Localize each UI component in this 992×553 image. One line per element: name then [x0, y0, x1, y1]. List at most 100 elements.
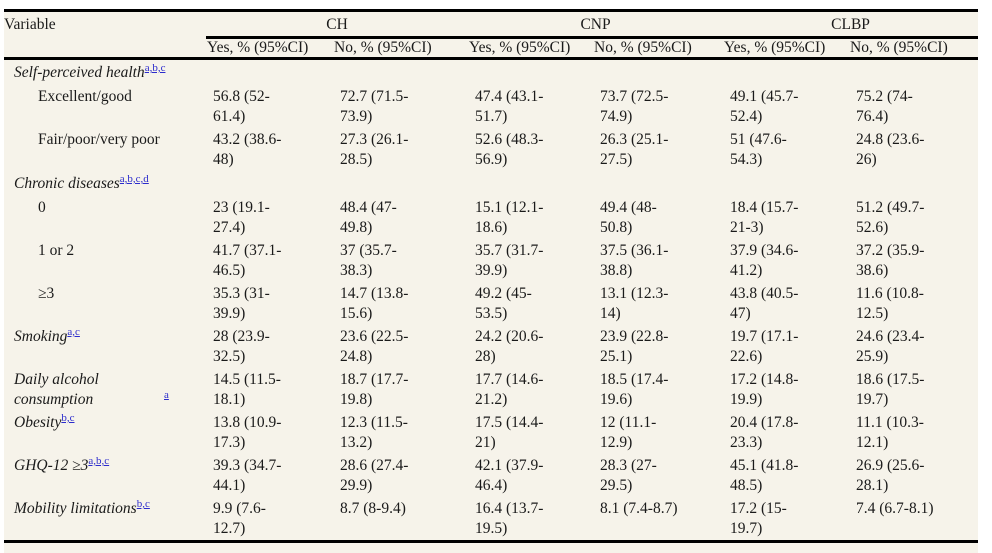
row-label: 1 or 2 — [38, 242, 75, 259]
cell: 52.6 (48.3-56.9) — [475, 131, 544, 168]
cell-empty — [206, 59, 333, 86]
table-row-zero-diseases: 0 23 (19.1-27.4) 48.4 (47-49.8) 15.1 (12… — [4, 196, 978, 239]
cell: 18.5 (17.4-19.6) — [600, 371, 669, 408]
cell-empty — [206, 171, 333, 196]
row-label: Chronic diseases — [14, 175, 120, 192]
cell: 18.6 (17.5-19.7) — [856, 371, 925, 408]
cell: 13.1 (12.3-14) — [600, 285, 669, 322]
cell: 75.2 (74-76.4) — [856, 88, 913, 125]
cell: 17.7 (14.6-21.2) — [475, 371, 544, 408]
variable-column-header: Variable — [4, 10, 206, 60]
row-label: 0 — [38, 199, 46, 216]
row-label: Excellent/good — [38, 88, 132, 105]
table-row-mobility-limitations: Mobility limitationsb,c 9.9 (7.6-12.7) 8… — [4, 497, 978, 542]
table-row-excellent-good: Excellent/good 56.8 (52-61.4) 72.7 (71.5… — [4, 85, 978, 128]
cell: 16.4 (13.7-19.5) — [475, 500, 544, 537]
cell: 35.7 (31.7-39.9) — [475, 242, 544, 279]
cell: 18.7 (17.7-19.8) — [340, 371, 409, 408]
cell: 18.4 (15.7-21-3) — [730, 199, 799, 236]
col-header-cnp-no: No, % (95%CI) — [593, 37, 724, 60]
row-label: Self-perceived health — [14, 64, 145, 81]
table-row-three-plus-diseases: ≥3 35.3 (31-39.9) 14.7 (13.8-15.6) 49.2 … — [4, 282, 978, 325]
cell: 8.7 (8-9.4) — [340, 500, 406, 517]
footnote-link[interactable]: a — [164, 388, 169, 401]
cell: 8.1 (7.4-8.7) — [600, 500, 678, 517]
table-row-self-perceived-health: Self-perceived healtha,b,c — [4, 59, 978, 86]
cell: 11.1 (10.3-12.1) — [856, 414, 924, 451]
cell: 9.9 (7.6-12.7) — [213, 500, 266, 537]
health-variables-table: Variable CH CNP CLBP Yes, % (95%CI) No, … — [4, 9, 979, 543]
cell: 41.7 (37.1-46.5) — [213, 242, 282, 279]
cell: 7.4 (6.7-8.1) — [856, 500, 934, 517]
cell: 45.1 (41.8-48.5) — [730, 457, 799, 494]
footnote-link[interactable]: a,b,c,d — [119, 172, 149, 185]
cell: 23 (19.1-27.4) — [213, 199, 270, 236]
table-row-smoking: Smokinga,c 28 (23.9-32.5) 23.6 (22.5-24.… — [4, 325, 978, 368]
cell: 28 (23.9-32.5) — [213, 328, 270, 365]
table-row-daily-alcohol: Daily alcohol consumption a 14.5 (11.5-18… — [4, 368, 978, 411]
cell: 23.6 (22.5-24.8) — [340, 328, 409, 365]
cell-empty — [723, 171, 849, 196]
group-header-ch: CH — [206, 10, 469, 39]
col-header-cnp-yes: Yes, % (95%CI) — [468, 37, 594, 60]
footnote-link[interactable]: a,b,c — [144, 61, 166, 74]
cell: 37.5 (36.1-38.8) — [600, 242, 669, 279]
cell-empty — [849, 171, 978, 196]
cell: 37 (35.7-38.3) — [340, 242, 397, 279]
table-row-chronic-diseases: Chronic diseasesa,b,c,d — [4, 171, 978, 196]
cell: 13.8 (10.9-17.3) — [213, 414, 282, 451]
row-label: Fair/poor/very poor — [38, 131, 160, 148]
col-header-clbp-no: No, % (95%CI) — [849, 37, 979, 60]
cell-empty — [849, 59, 978, 86]
table-row-one-or-two-diseases: 1 or 2 41.7 (37.1-46.5) 37 (35.7-38.3) 3… — [4, 239, 978, 282]
cell: 48.4 (47-49.8) — [340, 199, 397, 236]
cell: 24.2 (20.6-28) — [475, 328, 544, 365]
group-header-clbp: CLBP — [723, 10, 979, 39]
cell: 47.4 (43.1-51.7) — [475, 88, 544, 125]
cell: 56.8 (52-61.4) — [213, 88, 270, 125]
cell: 17.5 (14.4-21) — [475, 414, 544, 451]
cell: 43.2 (38.6-48) — [213, 131, 282, 168]
col-header-ch-yes: Yes, % (95%CI) — [206, 37, 333, 60]
cell: 24.8 (23.6-26) — [856, 131, 925, 168]
row-label: Smoking — [14, 328, 68, 345]
cell: 49.1 (45.7-52.4) — [730, 88, 799, 125]
cell: 23.9 (22.8-25.1) — [600, 328, 669, 365]
cell-empty — [593, 59, 723, 86]
cell: 49.4 (48-50.8) — [600, 199, 657, 236]
cell: 15.1 (12.1-18.6) — [475, 199, 544, 236]
cell-empty — [593, 171, 723, 196]
cell: 27.3 (26.1-28.5) — [340, 131, 409, 168]
cell-empty — [333, 171, 468, 196]
cell: 28.3 (27-29.5) — [600, 457, 657, 494]
cell: 14.5 (11.5-18.1) — [213, 371, 281, 408]
footnote-link[interactable]: a,b,c — [88, 454, 110, 467]
col-header-ch-no: No, % (95%CI) — [333, 37, 469, 60]
cell-empty — [723, 59, 849, 86]
cell-empty — [333, 59, 468, 86]
cell: 11.6 (10.8-12.5) — [856, 285, 924, 322]
row-label: Daily alcohol consumption — [14, 371, 99, 408]
cell-empty — [468, 171, 593, 196]
cell: 51 (47.6-54.3) — [730, 131, 787, 168]
cell: 19.7 (17.1-22.6) — [730, 328, 799, 365]
cell: 37.2 (35.9-38.6) — [856, 242, 925, 279]
row-label: GHQ-12 ≥3 — [14, 457, 89, 474]
table-row-obesity: Obesityb,c 13.8 (10.9-17.3) 12.3 (11.5-1… — [4, 411, 978, 454]
cell: 26.9 (25.6-28.1) — [856, 457, 925, 494]
footnote-link[interactable]: a,c — [67, 325, 80, 338]
footnote-link[interactable]: b,c — [61, 411, 75, 424]
row-label: ≥3 — [38, 285, 55, 302]
cell: 14.7 (13.8-15.6) — [340, 285, 409, 322]
subheader-row: Yes, % (95%CI) No, % (95%CI) Yes, % (95%… — [4, 37, 979, 60]
col-header-clbp-yes: Yes, % (95%CI) — [723, 37, 850, 60]
cell: 26.3 (25.1-27.5) — [600, 131, 669, 168]
cell: 17.2 (15-19.7) — [730, 500, 787, 537]
cell: 12 (11.1-12.9) — [600, 414, 657, 451]
cell: 39.3 (34.7-44.1) — [213, 457, 282, 494]
cell: 72.7 (71.5-73.9) — [340, 88, 409, 125]
group-header-row: Variable CH CNP CLBP — [4, 10, 979, 60]
cell: 17.2 (14.8-19.9) — [730, 371, 799, 408]
footnote-link[interactable]: b,c — [136, 497, 150, 510]
cell: 51.2 (49.7-52.6) — [856, 199, 925, 236]
